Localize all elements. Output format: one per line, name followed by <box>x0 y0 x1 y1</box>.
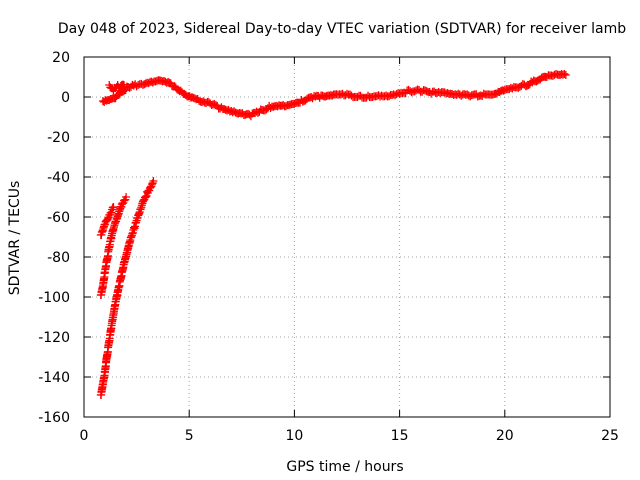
series-2 <box>96 203 118 239</box>
y-tick-label: -60 <box>47 210 70 226</box>
y-axis-label: SDTVAR / TECUs <box>7 181 23 296</box>
grid-lines <box>84 57 610 417</box>
data-markers <box>96 69 570 399</box>
data-point <box>560 69 569 78</box>
data-point <box>149 177 158 185</box>
data-point <box>103 214 112 223</box>
data-point <box>109 203 118 211</box>
chart-title: Day 048 of 2023, Sidereal Day-to-day VTE… <box>58 21 626 37</box>
series-4 <box>96 177 158 399</box>
data-point <box>119 81 128 89</box>
y-tick-label: -140 <box>38 370 70 386</box>
data-point <box>122 193 131 201</box>
y-tick-label: -120 <box>38 330 70 346</box>
x-tick-label: 20 <box>496 428 514 444</box>
y-tick-label: 20 <box>52 50 70 66</box>
x-axis-label: GPS time / hours <box>286 459 403 475</box>
y-tick-label: -160 <box>38 410 70 426</box>
x-tick-label: 5 <box>185 428 194 444</box>
series-0 <box>98 69 570 121</box>
y-tick-label: -20 <box>47 130 70 146</box>
x-tick-label: 10 <box>285 428 303 444</box>
y-tick-label: -100 <box>38 290 70 306</box>
x-tick-label: 15 <box>391 428 409 444</box>
y-tick-label: -80 <box>47 250 70 266</box>
plot-frame <box>83 56 611 418</box>
y-tick-label: 0 <box>61 90 70 106</box>
axis-ticks: 0 5 10 15 20 25 -160 -140 -120 -100 -80 -60 -40 -20 0 2… <box>38 50 619 444</box>
series-1 <box>105 80 128 95</box>
x-tick-label: 25 <box>601 428 619 444</box>
data-point <box>561 71 570 79</box>
x-tick-label: 0 <box>80 428 89 444</box>
y-tick-label: -40 <box>47 170 70 186</box>
series-3 <box>96 193 131 299</box>
